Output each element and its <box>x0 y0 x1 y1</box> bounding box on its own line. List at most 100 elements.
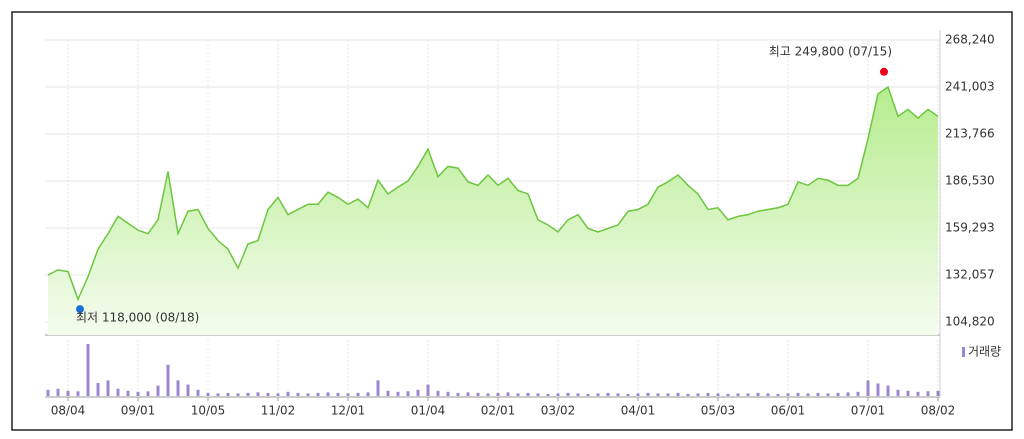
volume-bar <box>736 393 740 396</box>
volume-bar <box>796 392 800 396</box>
volume-bar <box>466 392 470 396</box>
volume-bar <box>66 390 70 396</box>
volume-bar <box>266 392 270 396</box>
volume-bar <box>596 393 600 396</box>
volume-bar <box>326 392 330 396</box>
volume-bar <box>56 388 60 396</box>
y-tick-label: 186,530 <box>945 173 995 187</box>
volume-bar <box>526 392 530 396</box>
x-tick-label: 01/04 <box>411 404 446 418</box>
x-tick-label: 02/01 <box>481 404 516 418</box>
volume-bar <box>886 385 890 396</box>
volume-bar <box>546 393 550 396</box>
x-tick-label: 08/04 <box>51 404 86 418</box>
volume-bar <box>186 384 190 396</box>
volume-bar <box>516 393 520 396</box>
volume-bar <box>276 393 280 396</box>
volume-bar <box>776 393 780 396</box>
volume-bar <box>646 392 650 396</box>
x-tick-label: 05/03 <box>701 404 736 418</box>
volume-bar <box>446 391 450 396</box>
x-tick-label: 08/02 <box>921 404 956 418</box>
volume-bar <box>876 383 880 396</box>
volume-bar <box>786 393 790 396</box>
volume-bar <box>106 380 110 396</box>
volume-bar <box>726 393 730 396</box>
volume-bar <box>906 390 910 396</box>
x-tick-label: 11/02 <box>261 404 296 418</box>
y-tick-label: 213,766 <box>945 126 995 140</box>
volume-bar <box>926 391 930 396</box>
x-tick-label: 03/02 <box>541 404 576 418</box>
annotation-dot <box>880 67 888 76</box>
volume-bar <box>226 392 230 396</box>
x-tick-label: 12/01 <box>331 404 366 418</box>
volume-bar <box>76 391 80 396</box>
volume-bar <box>836 392 840 396</box>
volume-bar <box>96 383 100 396</box>
volume-bar <box>436 390 440 396</box>
volume-bar <box>616 393 620 396</box>
volume-bar <box>176 380 180 396</box>
volume-bar <box>506 392 510 396</box>
volume-bar <box>306 393 310 396</box>
volume-bar <box>206 392 210 396</box>
volume-bar <box>576 393 580 396</box>
volume-bar <box>716 393 720 396</box>
volume-bar <box>126 390 130 396</box>
volume-bar <box>136 391 140 396</box>
volume-bar <box>676 392 680 396</box>
volume-bar <box>476 392 480 396</box>
volume-bar <box>156 385 160 396</box>
annotation-dot <box>76 305 84 314</box>
volume-bar <box>286 391 290 396</box>
volume-bar <box>316 392 320 396</box>
volume-bar <box>656 393 660 396</box>
volume-bar <box>386 390 390 396</box>
volume-bar <box>146 391 150 396</box>
annotation-label: 최저 118,000 (08/18) <box>76 311 199 325</box>
volume-bar <box>636 393 640 396</box>
volume-bar <box>856 391 860 396</box>
volume-bar <box>196 389 200 396</box>
x-tick-label: 06/01 <box>771 404 806 418</box>
volume-bar <box>606 392 610 396</box>
volume-bar <box>46 389 50 396</box>
volume-bar <box>396 391 400 396</box>
volume-bar <box>756 392 760 396</box>
volume-bar <box>626 393 630 396</box>
volume-bar <box>426 384 430 396</box>
x-tick-label: 07/01 <box>851 404 886 418</box>
volume-bar <box>246 392 250 396</box>
y-tick-label: 132,057 <box>945 267 995 281</box>
x-tick-label: 04/01 <box>621 404 656 418</box>
volume-bar <box>666 393 670 396</box>
volume-bar <box>556 393 560 396</box>
volume-bar <box>376 380 380 396</box>
annotation-label: 최고 249,800 (07/15) <box>769 45 892 59</box>
x-tick-label: 10/05 <box>191 404 226 418</box>
volume-bar <box>916 391 920 396</box>
volume-bar <box>936 390 940 396</box>
volume-bar <box>356 392 360 396</box>
y-tick-label: 241,003 <box>945 79 995 93</box>
volume-bar <box>746 393 750 396</box>
price-area <box>48 86 938 335</box>
volume-bar <box>346 393 350 396</box>
x-tick-label: 09/01 <box>121 404 156 418</box>
y-tick-label: 104,820 <box>945 314 995 328</box>
volume-legend-label: 거래량 <box>968 345 1001 359</box>
volume-bar <box>696 393 700 396</box>
volume-bar <box>366 392 370 396</box>
volume-bar <box>846 392 850 396</box>
volume-bar <box>166 364 170 396</box>
volume-bar <box>406 391 410 396</box>
volume-bar <box>706 392 710 396</box>
volume-bar <box>86 344 90 396</box>
volume-bar <box>866 380 870 396</box>
volume-bar <box>216 393 220 396</box>
volume-bar <box>296 392 300 396</box>
volume-bar <box>336 392 340 396</box>
volume-bar <box>456 392 460 396</box>
volume-bar <box>566 392 570 396</box>
